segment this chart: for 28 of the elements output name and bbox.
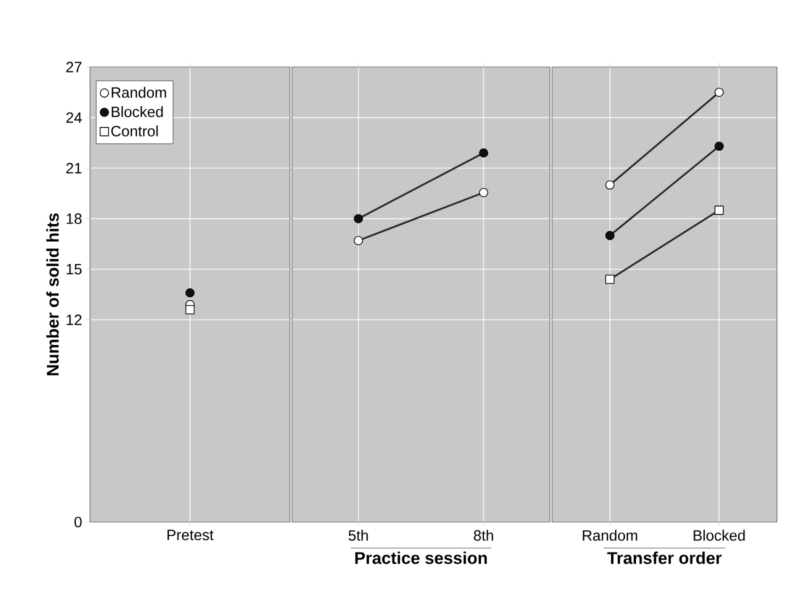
point xyxy=(479,148,488,158)
y-tick-label: 24 xyxy=(66,112,82,123)
y-tick-label: 27 xyxy=(66,62,82,72)
y-tick-label: 0 xyxy=(74,516,82,528)
y-axis-title: Number of solid hits xyxy=(46,213,59,376)
legend-label: Control xyxy=(111,125,158,136)
point xyxy=(354,236,363,246)
point xyxy=(605,230,614,240)
y-tick-label: 18 xyxy=(66,213,82,224)
point xyxy=(714,88,724,97)
point xyxy=(479,188,488,198)
point xyxy=(714,142,724,151)
point xyxy=(354,214,363,224)
x-tick-label: 5th xyxy=(348,530,368,541)
x-tick-label: Random xyxy=(582,530,638,541)
legend-label: Blocked xyxy=(112,106,163,118)
x-axis-title: Transfer order xyxy=(607,552,722,564)
y-tick-label: 15 xyxy=(66,264,82,274)
x-tick-label: Blocked xyxy=(694,530,745,541)
point xyxy=(605,180,614,190)
x-tick-label: Pretest xyxy=(168,530,214,540)
x-tick-label: 8th xyxy=(474,530,494,541)
point xyxy=(605,274,614,284)
x-axis-title: Practice session xyxy=(355,552,487,564)
y-tick-label: 12 xyxy=(66,314,82,325)
y-tick-label: 21 xyxy=(66,162,82,174)
point xyxy=(714,206,724,215)
legend-label: Random xyxy=(112,86,166,98)
